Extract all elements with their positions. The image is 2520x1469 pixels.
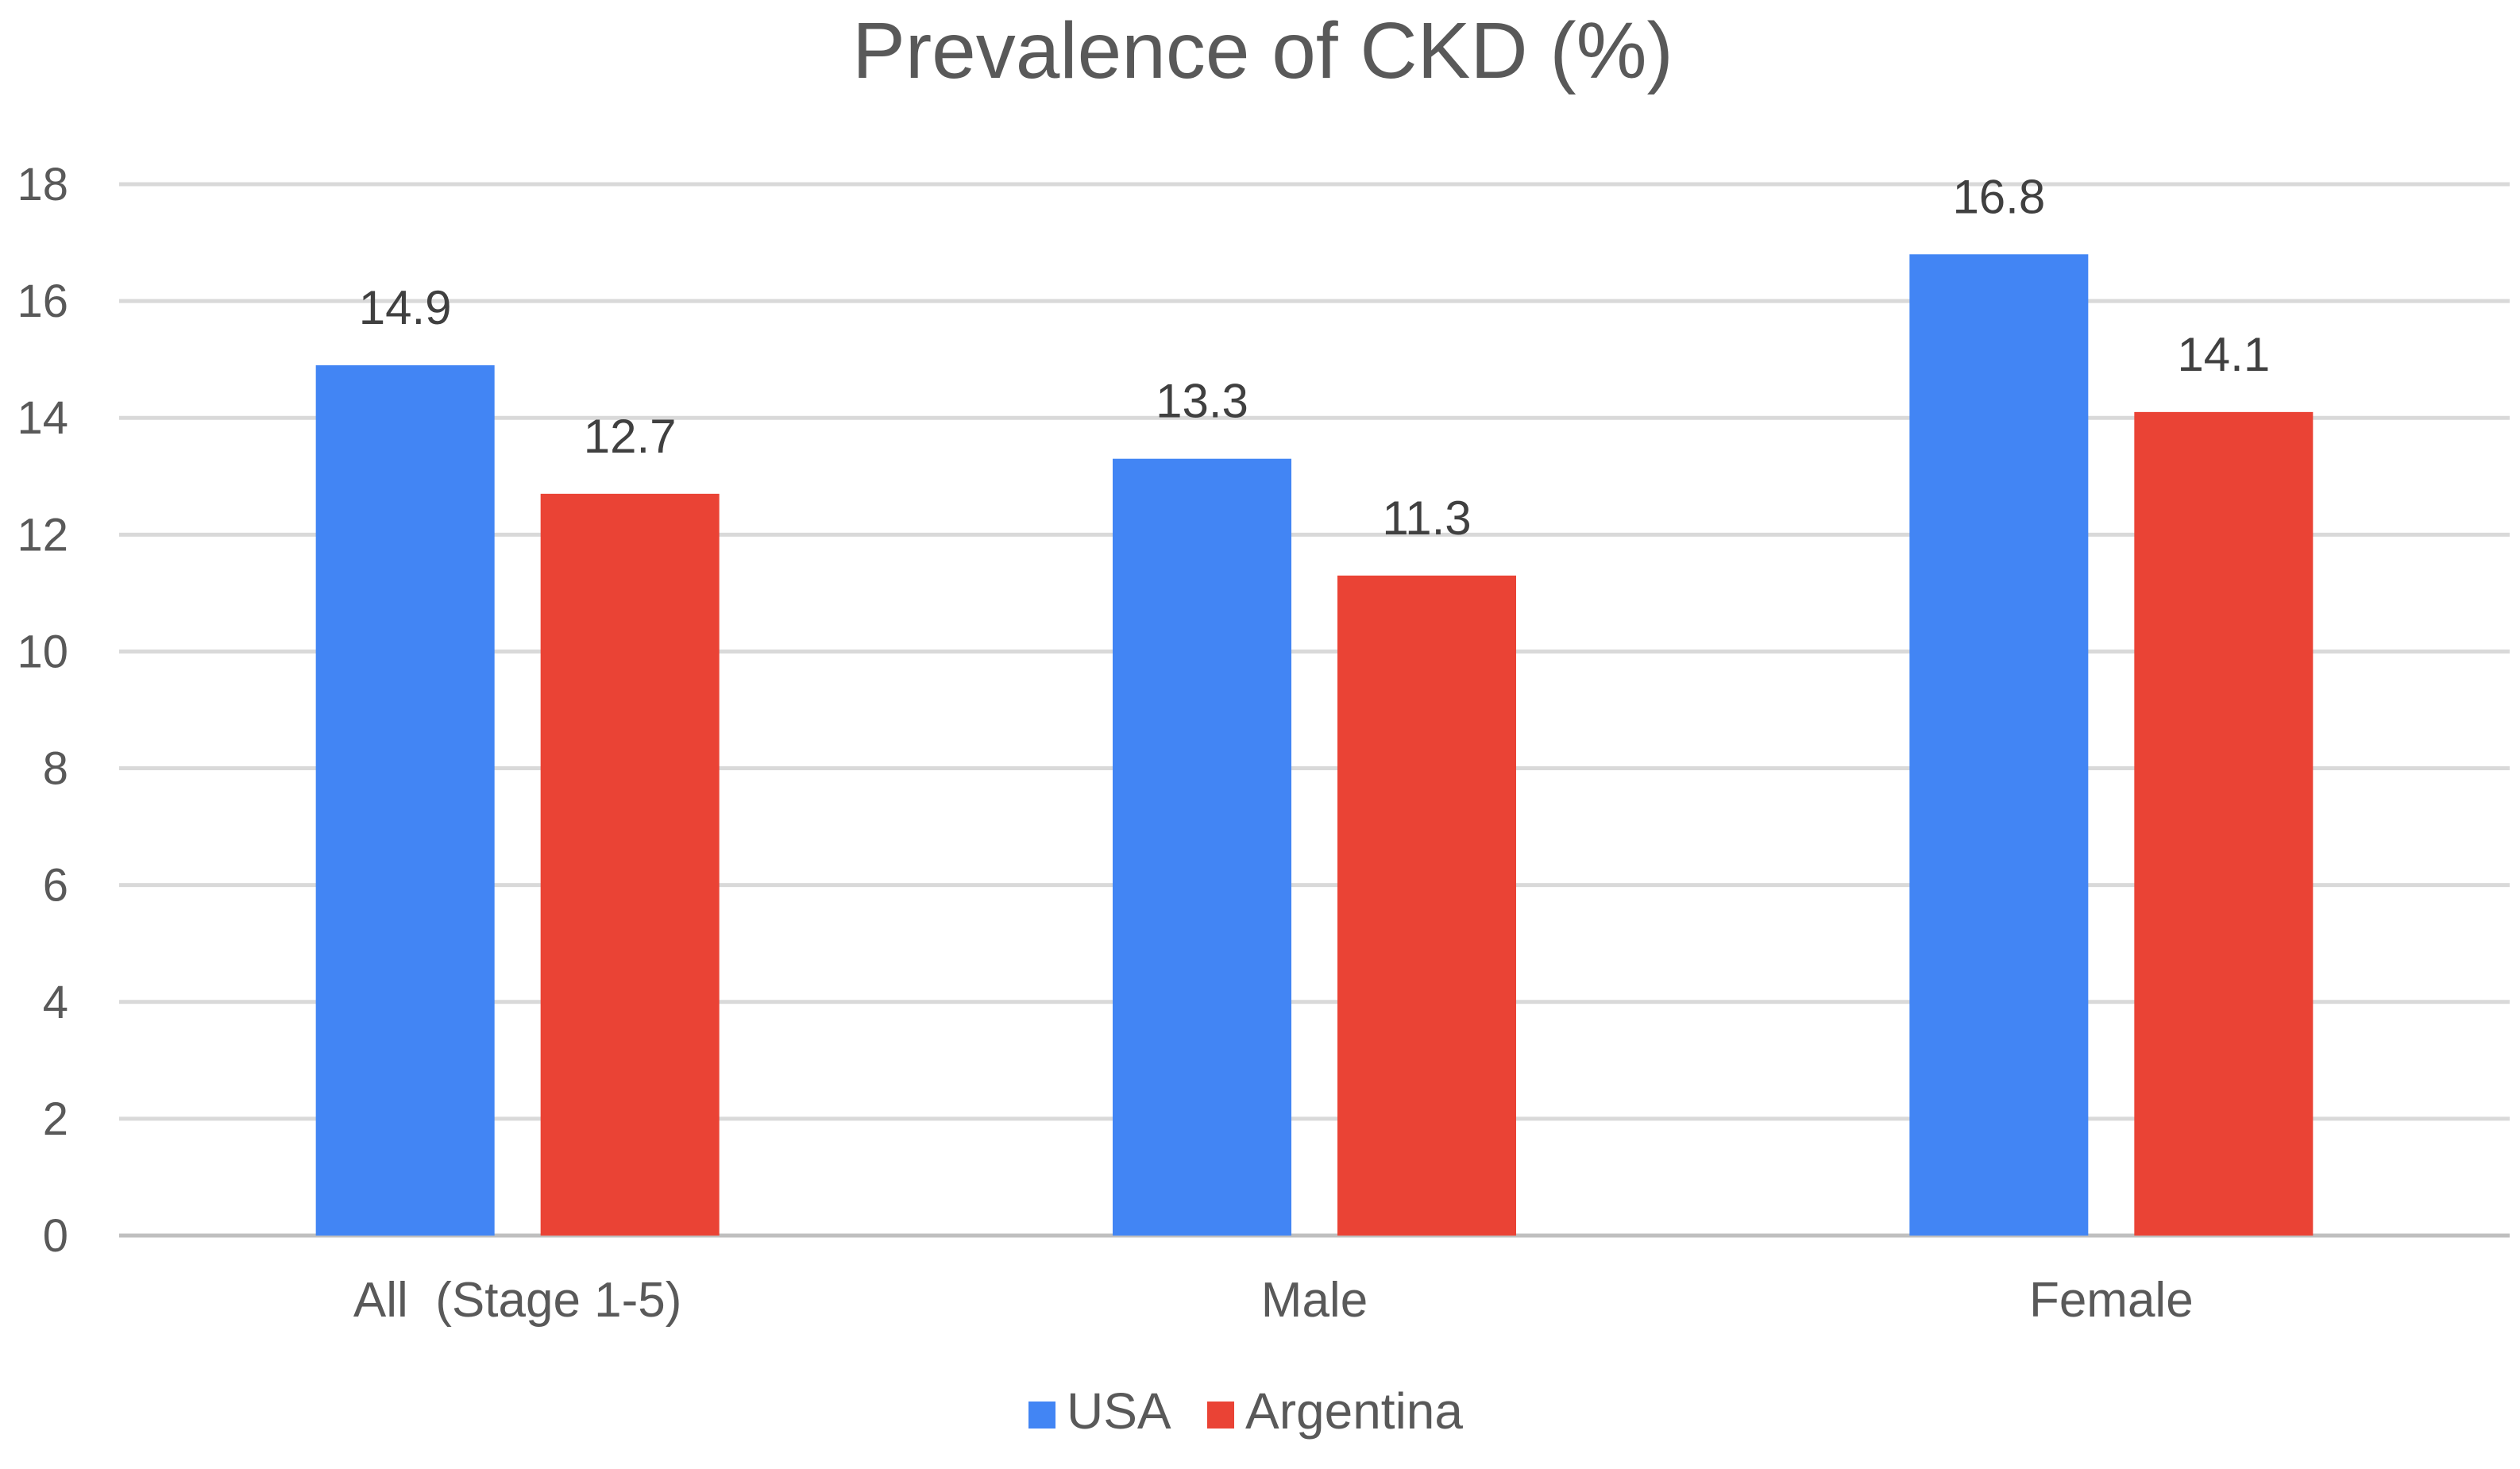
data-label-argentina-1: 12.7 <box>584 410 677 463</box>
data-label-usa-3: 16.8 <box>1952 170 2045 223</box>
bar-argentina-1 <box>540 493 720 1236</box>
y-tick-label: 2 <box>43 1093 68 1145</box>
y-tick-label: 14 <box>17 392 68 444</box>
y-axis-tick-labels: 0 2 4 6 8 10 12 14 16 18 <box>17 159 68 1262</box>
y-tick-label: 8 <box>43 743 68 795</box>
legend-label-usa: USA <box>1067 1382 1171 1440</box>
legend-label-argentina: Argentina <box>1245 1382 1463 1440</box>
data-label-argentina-2: 11.3 <box>1382 492 1471 545</box>
legend-swatch-argentina <box>1207 1402 1234 1429</box>
x-category-label: All (Stage 1-5) <box>353 1273 682 1328</box>
legend-swatch-usa <box>1028 1402 1055 1429</box>
chart-title: Prevalence of CKD (%) <box>852 6 1673 95</box>
y-tick-label: 16 <box>17 276 68 327</box>
bar-usa-2 <box>1113 458 1291 1236</box>
bars <box>315 254 2314 1236</box>
data-label-usa-1: 14.9 <box>359 281 452 334</box>
data-labels: 14.9 12.7 13.3 11.3 16.8 14.1 <box>359 170 2270 545</box>
bar-usa-3 <box>1909 254 2089 1236</box>
y-tick-label: 12 <box>17 509 68 561</box>
y-tick-label: 6 <box>43 860 68 912</box>
y-tick-label: 4 <box>43 977 68 1028</box>
legend: USA Argentina <box>1028 1382 1463 1440</box>
y-tick-label: 10 <box>17 626 68 677</box>
data-label-usa-2: 13.3 <box>1156 375 1248 428</box>
bar-argentina-3 <box>2134 411 2314 1236</box>
y-tick-label: 0 <box>43 1210 68 1262</box>
data-label-argentina-3: 14.1 <box>2177 328 2270 381</box>
x-category-label: Female <box>2029 1273 2194 1328</box>
bar-argentina-2 <box>1337 575 1516 1236</box>
x-category-label: Male <box>1261 1273 1368 1328</box>
grid-layer <box>119 182 2510 1238</box>
bar-usa-1 <box>315 365 495 1236</box>
x-axis-category-labels: All (Stage 1-5) Male Female <box>353 1273 2194 1328</box>
y-tick-label: 18 <box>17 159 68 210</box>
